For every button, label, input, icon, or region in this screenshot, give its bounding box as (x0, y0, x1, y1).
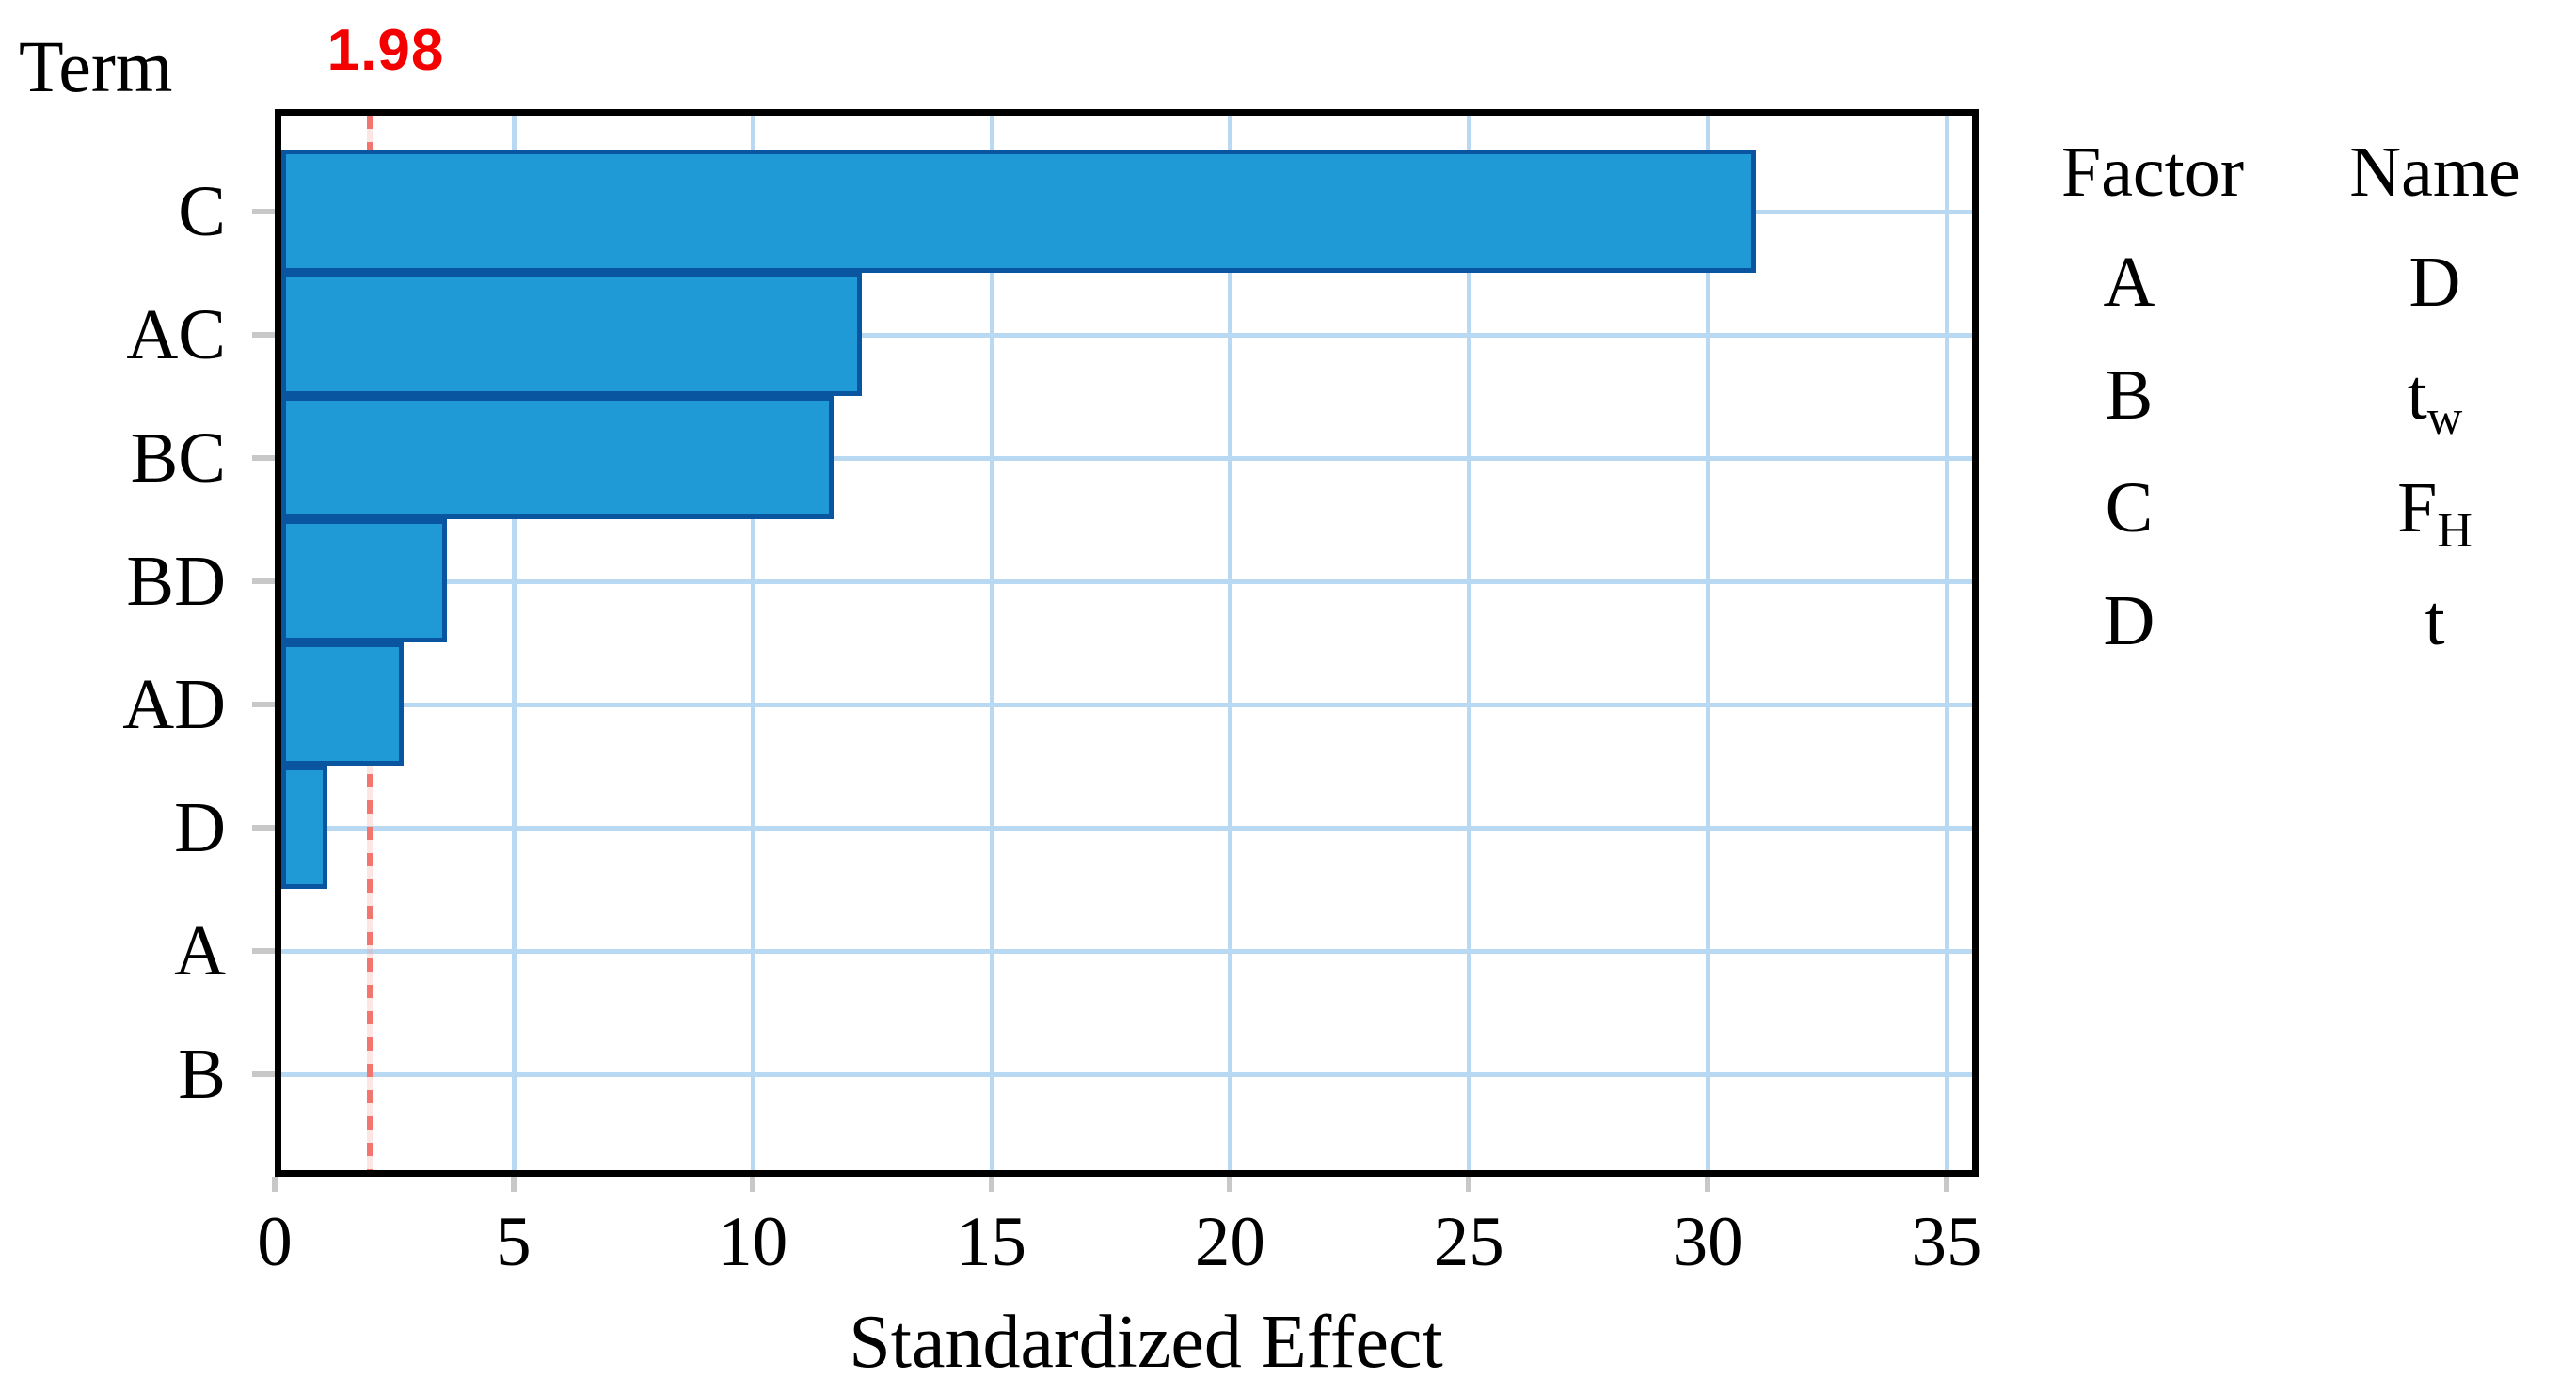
bar-AC (281, 273, 863, 396)
x-tick-label-35: 35 (1911, 1203, 1982, 1281)
bar-BC (281, 396, 834, 519)
bar-BD (281, 519, 447, 642)
x-tick-label-15: 15 (956, 1203, 1027, 1281)
vertical-gridline-x35 (1944, 116, 1949, 1170)
vertical-gridline-x25 (1467, 116, 1472, 1170)
bar-AD (281, 642, 405, 766)
y-tick-mark-C (252, 208, 275, 214)
y-tick-mark-AD (252, 701, 275, 707)
horizontal-gridline-BC (281, 455, 1972, 461)
horizontal-gridline-D (281, 825, 1972, 831)
legend-name-C: FH (2397, 468, 2473, 559)
horizontal-gridline-AC (281, 332, 1972, 338)
term-label-D: D (174, 787, 226, 867)
legend-factor-D: D (2103, 581, 2155, 660)
x-tick-mark-20 (1227, 1177, 1233, 1192)
x-tick-mark-10 (749, 1177, 755, 1192)
term-label-BD: BD (126, 541, 226, 621)
legend-factor-B: B (2105, 356, 2154, 435)
bar-C (281, 150, 1756, 273)
legend-factor-A: A (2103, 243, 2155, 322)
horizontal-gridline-B (281, 1071, 1972, 1077)
x-tick-mark-35 (1943, 1177, 1949, 1192)
term-label-BC: BC (130, 418, 226, 498)
vertical-gridline-x20 (1228, 116, 1233, 1170)
y-axis-title: Term (19, 25, 173, 107)
legend-name-D: t (2425, 581, 2445, 660)
x-tick-mark-0 (272, 1177, 278, 1192)
legend-factor-C: C (2105, 468, 2154, 547)
y-tick-mark-BD (252, 578, 275, 584)
term-label-AC: AC (126, 294, 226, 374)
legend-header-row: Factor Name (2004, 132, 2568, 245)
x-tick-label-20: 20 (1194, 1203, 1265, 1281)
horizontal-gridline-A (281, 948, 1972, 954)
vertical-gridline-x5 (511, 116, 517, 1170)
y-tick-mark-AC (252, 331, 275, 338)
horizontal-gridline-AD (281, 702, 1972, 707)
y-tick-mark-D (252, 824, 275, 831)
vertical-gridline-x10 (750, 116, 755, 1170)
legend-name-B: tw (2407, 356, 2463, 446)
x-tick-label-25: 25 (1433, 1203, 1504, 1281)
term-label-AD: AD (122, 664, 226, 744)
vertical-gridline-x30 (1706, 116, 1711, 1170)
x-tick-label-5: 5 (496, 1203, 532, 1281)
vertical-gridline-x15 (989, 116, 994, 1170)
x-tick-label-10: 10 (717, 1203, 788, 1281)
bar-D (281, 766, 327, 889)
x-tick-label-0: 0 (257, 1203, 293, 1281)
reference-line-value-label: 1.98 (326, 18, 445, 83)
x-axis-title: Standardized Effect (849, 1301, 1443, 1384)
x-tick-mark-25 (1466, 1177, 1472, 1192)
legend-header-name: Name (2349, 133, 2520, 212)
legend-name-A: D (2409, 243, 2461, 322)
y-tick-mark-A (252, 947, 275, 954)
x-tick-mark-30 (1705, 1177, 1711, 1192)
term-label-B: B (178, 1034, 226, 1114)
x-tick-label-30: 30 (1672, 1203, 1743, 1281)
x-tick-mark-15 (988, 1177, 994, 1192)
term-label-A: A (174, 910, 226, 990)
x-tick-mark-5 (510, 1177, 517, 1192)
horizontal-gridline-BD (281, 578, 1972, 584)
y-tick-mark-BC (252, 454, 275, 461)
legend-row-C: C FH (2004, 467, 2568, 580)
plot-area (281, 116, 1972, 1170)
y-tick-mark-B (252, 1070, 275, 1077)
legend-header-factor: Factor (2060, 133, 2245, 212)
term-label-C: C (178, 171, 226, 251)
